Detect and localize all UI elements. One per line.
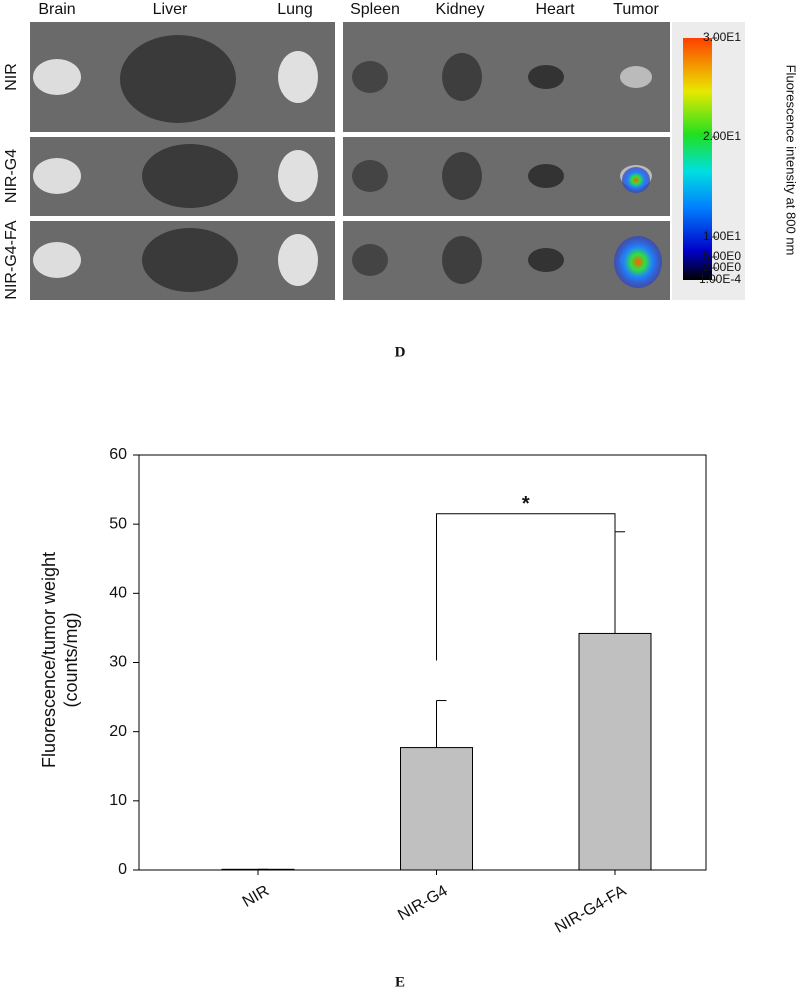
x-tick-label: NIR-G4-FA (552, 882, 629, 936)
colorbar-title: Fluorescence intensity at 800 nm (784, 65, 799, 256)
column-label: Tumor (613, 1, 659, 18)
row-label: NIR (3, 63, 20, 91)
row-separator (30, 132, 670, 137)
x-tick-label: NIR (240, 882, 272, 911)
column-label: Spleen (350, 1, 400, 18)
column-label: Lung (277, 1, 313, 18)
panel-label: D (395, 344, 406, 360)
y-axis-label: (counts/mg) (61, 612, 81, 707)
significance-bracket (436, 513, 616, 661)
organ (120, 35, 236, 123)
organ (352, 61, 388, 93)
fluorescence-signal (614, 236, 662, 288)
organ (442, 53, 482, 101)
column-label: Kidney (436, 1, 485, 18)
significance-label: * (522, 493, 530, 515)
organ (278, 51, 318, 103)
organ-images (30, 22, 670, 300)
organ (142, 144, 238, 208)
y-tick-label: 10 (109, 792, 127, 809)
organ (442, 152, 482, 200)
y-tick-label: 40 (109, 585, 127, 602)
row-label: NIR-G4 (3, 149, 20, 203)
row-label: NIR-G4-FA (3, 220, 20, 299)
row-separator (30, 216, 670, 221)
organ (528, 65, 564, 89)
y-tick-label: 0 (118, 861, 127, 878)
organ (442, 236, 482, 284)
y-tick-label: 20 (109, 723, 127, 740)
organ (33, 158, 81, 194)
column-label: Liver (153, 1, 188, 18)
organ (142, 228, 238, 292)
bar (578, 632, 652, 871)
organ (620, 66, 652, 88)
colorbar-label: 1.00E1 (703, 229, 741, 243)
bar (400, 747, 473, 871)
y-axis-label: Fluorescence/tumor weight (39, 552, 59, 768)
colorbar-label: 2.00E0 (703, 260, 741, 274)
organ (352, 160, 388, 192)
colorbar (683, 38, 712, 280)
organ (33, 242, 81, 278)
colorbar-label: 3.00E1 (703, 30, 741, 44)
x-tick-label: NIR-G4 (395, 882, 451, 924)
organ (278, 150, 318, 202)
organ (278, 234, 318, 286)
organ (352, 244, 388, 276)
colorbar-label: 1.00E-4 (699, 272, 741, 286)
column-label: Brain (38, 1, 75, 18)
column-label: Heart (535, 1, 575, 18)
y-tick-label: 50 (109, 515, 127, 532)
organ (528, 164, 564, 188)
panel-label: E (395, 974, 405, 990)
colorbar-label: 2.00E1 (703, 129, 741, 143)
y-tick-label: 60 (109, 446, 127, 463)
organ (528, 248, 564, 272)
fluorescence-signal (622, 167, 650, 193)
y-tick-label: 30 (109, 654, 127, 671)
organ (33, 59, 81, 95)
colorbar-label: 5.00E0 (703, 249, 741, 263)
